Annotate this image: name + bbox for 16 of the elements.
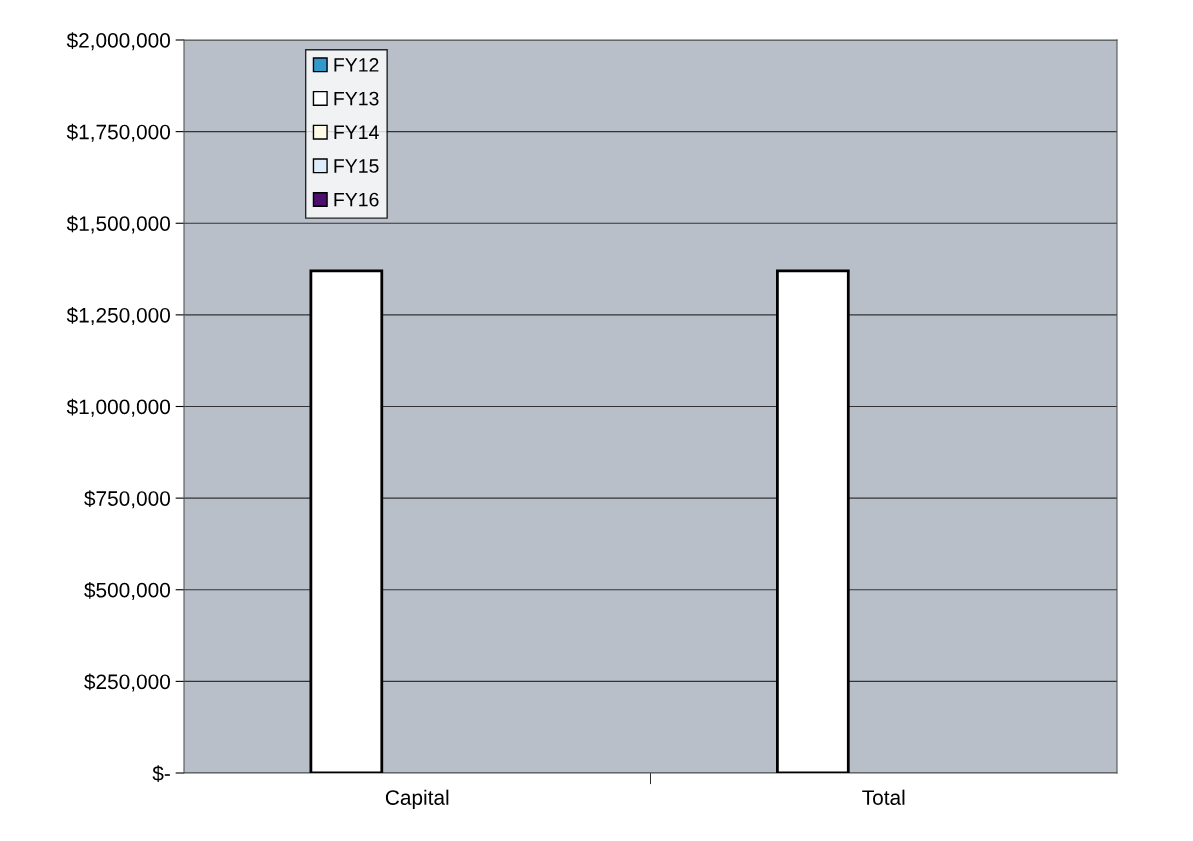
legend-label: FY12 (334, 58, 379, 72)
y-tick-label: $1,500,000 (66, 215, 170, 234)
y-tick-label: $500,000 (84, 581, 170, 600)
y-tick-label: $1,750,000 (66, 123, 170, 142)
y-tick-label: $- (152, 765, 170, 782)
y-tick-label: $1,250,000 (66, 307, 170, 326)
y-tick-label: $250,000 (84, 673, 170, 692)
legend-label: FY13 (334, 91, 379, 106)
y-tick-label: $2,000,000 (66, 32, 170, 51)
x-tick-label: Total (862, 789, 905, 805)
x-tick-label: Capital (385, 789, 449, 810)
y-tick-label: $1,000,000 (66, 398, 170, 417)
legend-label: FY15 (334, 159, 379, 173)
y-tick-label: $750,000 (84, 490, 170, 509)
legend-label: FY14 (334, 125, 379, 139)
legend-label: FY16 (334, 192, 379, 207)
